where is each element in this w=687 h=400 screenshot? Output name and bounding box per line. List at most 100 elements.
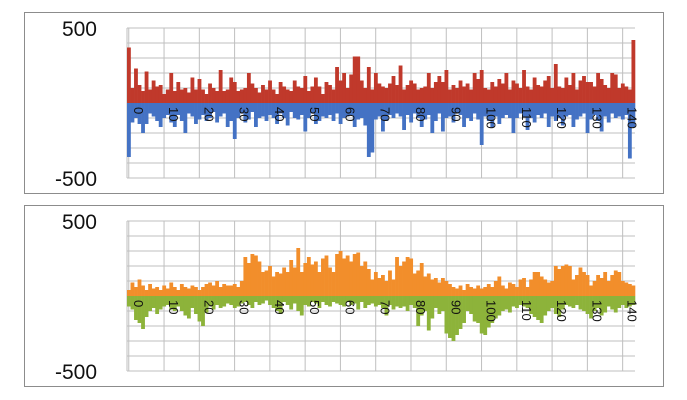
- bar-positive: [631, 40, 636, 103]
- bar-positive: [363, 261, 368, 296]
- bar-negative: [352, 103, 357, 127]
- bar-positive: [462, 290, 466, 296]
- bar-positive: [433, 278, 438, 296]
- bar-positive: [592, 281, 597, 296]
- bar-positive: [313, 261, 318, 296]
- bar-negative: [557, 296, 562, 317]
- bar-positive: [603, 272, 608, 296]
- bar-negative: [183, 103, 188, 133]
- y-tick-label: -500: [55, 168, 97, 191]
- bar-negative: [229, 103, 234, 121]
- bar-positive: [324, 82, 329, 103]
- bar-negative: [546, 103, 551, 127]
- bar-negative: [359, 103, 364, 118]
- bar-negative: [462, 296, 466, 323]
- bar-negative: [592, 103, 597, 115]
- bar-negative: [423, 296, 428, 311]
- bar-negative: [275, 103, 279, 124]
- bar-negative: [451, 103, 456, 123]
- x-tick-label: 110: [519, 300, 534, 321]
- bar-positive: [497, 276, 502, 296]
- x-tick-label: 130: [589, 107, 604, 129]
- bar-negative: [476, 296, 481, 323]
- bar-positive: [560, 88, 565, 103]
- bar-positive: [352, 56, 357, 103]
- bar-positive: [204, 284, 209, 296]
- bar-negative: [257, 296, 262, 305]
- bar-negative: [162, 296, 167, 307]
- bar-negative: [515, 296, 519, 308]
- bar-negative: [229, 296, 234, 305]
- bar-positive: [557, 269, 562, 296]
- bar-positive: [292, 80, 297, 103]
- bar-positive: [419, 263, 424, 296]
- bar-negative: [250, 103, 255, 112]
- bar-negative: [592, 296, 597, 311]
- bar-negative: [151, 296, 156, 308]
- bar-negative: [536, 296, 541, 320]
- bar-negative: [504, 296, 509, 310]
- chart-top-svg: 500 -500 0 10 20 30 40 50 60 70 80 90 100 110 120 130 14…: [55, 18, 640, 191]
- bar-negative: [225, 103, 230, 127]
- x-tick-label: 140: [625, 107, 640, 129]
- bar-positive: [444, 70, 449, 103]
- bar-negative: [232, 296, 237, 308]
- bar-negative: [610, 296, 615, 310]
- bar-negative: [515, 103, 519, 118]
- bar-negative: [419, 296, 424, 316]
- bar-positive: [328, 267, 332, 296]
- bar-positive: [155, 287, 160, 296]
- bar-positive: [144, 71, 149, 103]
- x-tick-label: 40: [272, 300, 287, 314]
- bar-positive: [582, 272, 586, 296]
- bar-positive: [172, 287, 177, 296]
- bar-negative: [236, 103, 241, 118]
- bar-negative: [296, 296, 301, 311]
- bar-positive: [472, 73, 477, 103]
- bar-positive: [186, 288, 191, 296]
- bar-positive: [250, 254, 255, 296]
- bar-negative: [345, 296, 350, 302]
- bar-negative: [388, 103, 392, 115]
- bar-negative: [522, 296, 526, 307]
- bar-positive: [356, 56, 361, 103]
- bar-positive: [440, 278, 445, 296]
- bar-negative: [571, 103, 576, 127]
- bar-negative: [285, 103, 290, 126]
- bar-negative: [370, 296, 375, 304]
- bar-negative: [194, 103, 198, 124]
- bar-negative: [186, 296, 191, 319]
- bar-positive: [306, 257, 311, 296]
- bar-positive: [518, 88, 523, 103]
- bar-positive: [349, 74, 354, 103]
- bar-negative: [518, 103, 523, 114]
- bar-positive: [292, 267, 297, 296]
- bar-positive: [409, 258, 414, 296]
- x-tick-label: 10: [166, 107, 181, 121]
- bar-positive: [289, 260, 294, 296]
- bar-positive: [144, 290, 149, 296]
- bar-positive: [285, 89, 290, 103]
- bar-positive: [419, 88, 424, 103]
- bar-negative: [356, 296, 361, 310]
- bar-negative: [543, 103, 548, 114]
- bar-positive: [324, 255, 329, 296]
- bar-positive: [264, 89, 269, 103]
- bar-negative: [211, 296, 216, 310]
- bar-negative: [490, 103, 495, 127]
- bar-negative: [564, 296, 569, 305]
- bar-positive: [165, 288, 170, 296]
- bar-positive: [134, 68, 138, 103]
- bar-positive: [617, 88, 622, 103]
- bar-negative: [204, 103, 209, 121]
- bar-positive: [264, 270, 269, 296]
- bar-negative: [409, 103, 414, 123]
- bar-positive: [222, 91, 227, 103]
- bar-positive: [246, 263, 251, 296]
- bar-negative: [458, 296, 463, 329]
- x-tick-label: 20: [201, 107, 216, 121]
- bar-negative: [225, 296, 230, 304]
- bar-negative: [603, 296, 608, 313]
- bar-negative: [430, 296, 435, 319]
- bar-negative: [363, 103, 368, 126]
